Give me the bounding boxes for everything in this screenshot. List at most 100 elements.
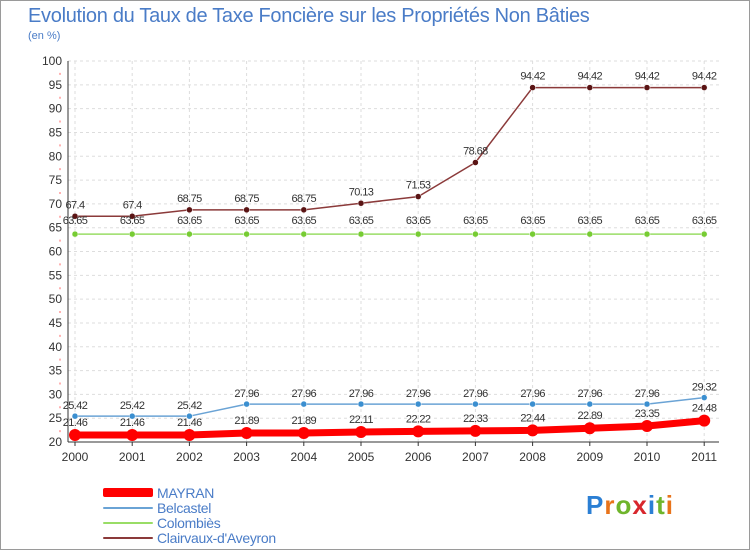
data-label: 27.96 [520,388,545,400]
data-label: 67.4 [123,199,142,211]
y-tick-label: 100 [42,54,62,68]
data-point [126,429,139,442]
series-line [71,417,708,439]
data-point [357,200,365,207]
legend-label-belcastel: Belcastel [157,499,212,516]
logo-letter: r [604,490,616,520]
data-point [297,426,310,439]
data-label: 70.13 [349,186,374,198]
data-point [412,425,425,438]
data-point [414,193,422,200]
y-tick-label: 85 [49,125,63,139]
data-label: 68.75 [234,193,259,205]
data-point [643,84,651,91]
x-tick-label: 2009 [576,450,603,464]
data-point [472,400,479,408]
x-tick-label: 2011 [691,450,717,464]
data-point [128,230,136,238]
x-tick-label: 2004 [290,450,317,464]
data-point [700,84,708,91]
data-label: 22.22 [406,413,431,425]
data-label: 21.46 [63,417,88,429]
series-line [74,86,705,218]
data-label: 63.65 [349,215,374,227]
x-tick-label: 2010 [634,450,661,464]
data-label: 67.4 [65,199,84,211]
legend-item-clairvaux: Clairvaux-d'Aveyron [103,530,276,546]
data-point [586,230,594,238]
data-label: 25.42 [120,400,145,412]
legend-item-belcastel: Belcastel [103,499,276,516]
data-point [71,412,79,420]
y-tick-label: 65 [49,221,63,235]
data-point [357,400,365,408]
y-tick-label: 80 [49,149,63,163]
chart-legend: MAYRAN Belcastel Colombiès Clairvaux-d'A… [103,484,276,546]
data-label: 94.42 [635,71,660,83]
data-point [643,230,651,238]
data-label: 27.96 [234,388,259,400]
series-clairvaux-d-aveyron [71,84,708,220]
data-point [69,429,81,442]
data-label: 71.53 [406,180,431,192]
data-point [300,230,308,238]
y-tick-label: 25 [49,411,63,425]
x-tick-label: 2007 [462,450,489,464]
series-belcastel [71,394,708,420]
data-label: 23.35 [635,408,660,420]
data-label: 63.65 [635,215,660,227]
data-label: 63.65 [406,215,431,227]
x-tick-label: 2006 [405,450,432,464]
logo-letter: i [665,490,674,520]
data-label: 27.96 [578,388,603,400]
y-axis-unit-label: (en %) [28,30,61,42]
legend-swatch-clairvaux [103,536,153,539]
data-point [71,230,79,238]
y-tick-label: 35 [49,364,63,378]
data-point [529,230,536,238]
data-label: 27.96 [635,388,660,400]
data-point [300,400,308,408]
data-point [414,230,422,238]
data-point [300,206,308,214]
data-label: 63.65 [292,215,317,227]
data-point [186,230,193,238]
data-label: 21.46 [177,417,202,429]
data-label: 21.89 [292,415,317,427]
data-point [529,84,536,91]
legend-item-colombies: Colombiès [103,514,276,531]
x-tick-label: 2001 [119,450,146,464]
data-label: 63.65 [578,215,603,227]
data-point [414,400,422,408]
legend-swatch-colombies [103,521,153,524]
data-label: 27.96 [349,388,374,400]
x-tick-label: 2003 [233,450,260,464]
legend-label-colombies: Colombiès [157,514,221,531]
data-point [71,213,79,220]
legend-label-mayran: MAYRAN [157,484,215,501]
logo-letter: t [656,490,666,520]
y-tick-label: 75 [49,173,63,187]
data-label: 63.65 [177,215,202,227]
data-point [472,159,479,166]
y-tick-label: 20 [49,435,63,449]
logo-letter: i [647,490,657,520]
data-point [186,412,193,420]
logo-letter: P [586,490,605,520]
data-point [469,424,482,437]
legend-item-mayran: MAYRAN [103,484,276,501]
y-tick-label: 45 [49,316,63,330]
legend-swatch-belcastel [103,506,153,509]
data-point [700,394,708,401]
data-label: 21.89 [234,415,259,427]
logo-letter: x [632,490,648,520]
data-point [583,422,596,435]
data-point [643,400,651,408]
data-label: 63.65 [63,215,88,227]
data-label: 63.65 [692,215,717,227]
data-label: 27.96 [292,388,317,400]
data-label: 27.96 [406,388,431,400]
data-label: 94.42 [692,71,717,83]
